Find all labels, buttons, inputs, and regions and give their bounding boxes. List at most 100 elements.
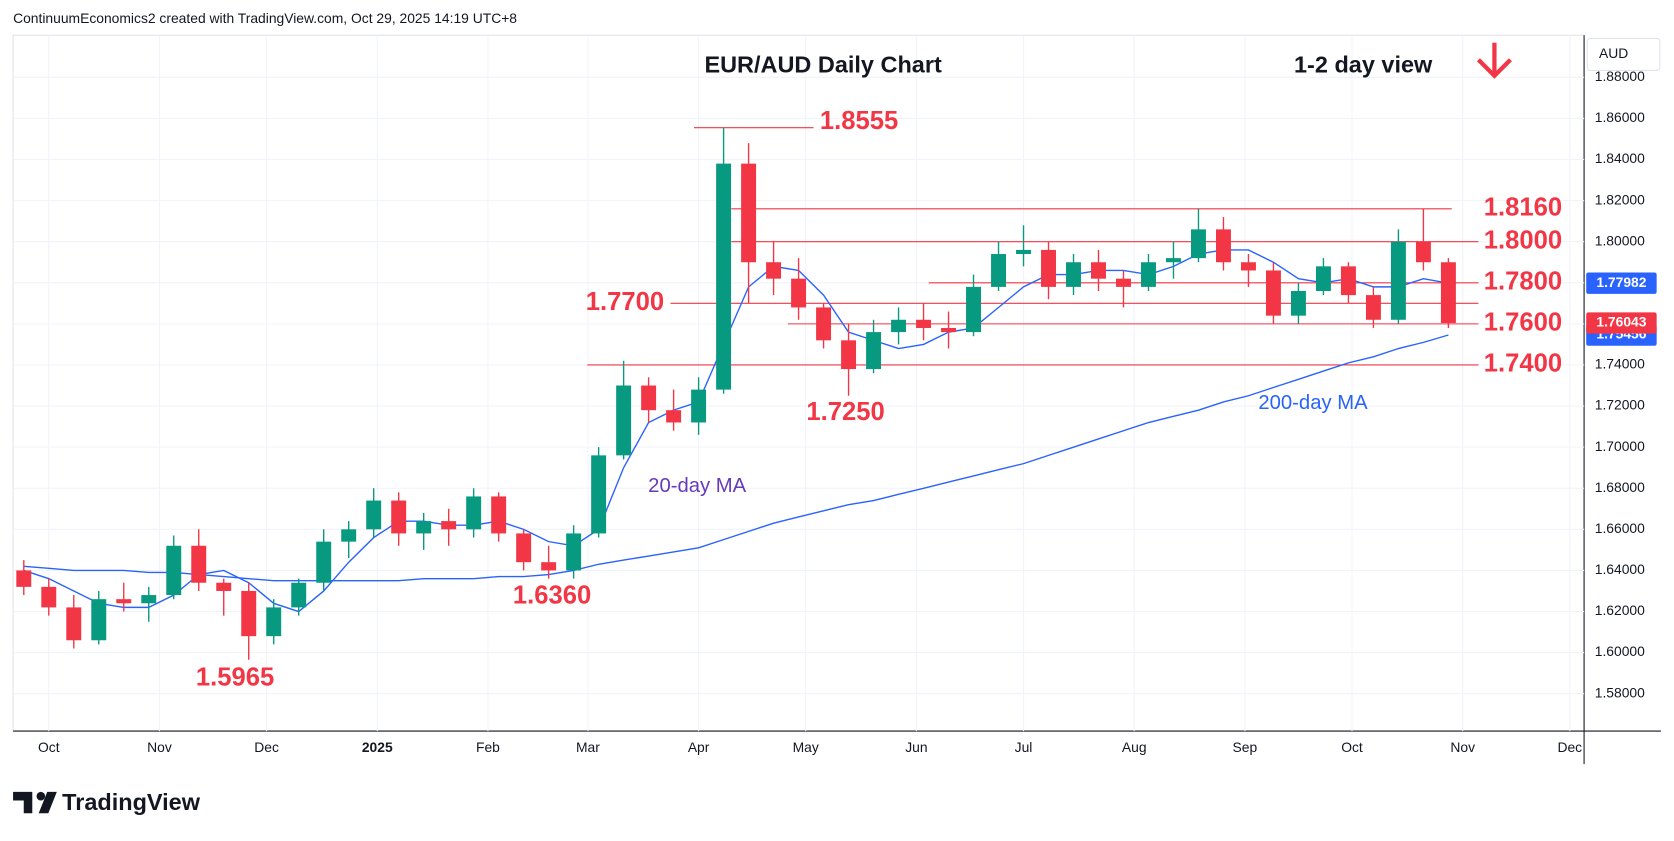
ma-line: [23, 334, 1449, 582]
candle-body: [591, 455, 607, 534]
low-label: 1.7250: [806, 398, 884, 426]
candle-body: [841, 340, 857, 370]
candle-body: [1265, 270, 1281, 316]
candle-body: [916, 319, 932, 328]
level-label: 1.8000: [1484, 226, 1562, 254]
x-tick-label: Nov: [147, 739, 172, 755]
level-label: 1.8555: [820, 107, 898, 135]
x-tick-label: Nov: [1450, 739, 1475, 755]
candle-body: [641, 385, 657, 411]
candle-body: [16, 570, 32, 587]
down-arrow: [1476, 42, 1512, 79]
candle-body: [1166, 258, 1181, 263]
currency: AUD: [1599, 45, 1628, 61]
arrow-head: [1476, 58, 1512, 79]
candle-body: [1290, 291, 1306, 316]
level-label: 1.7600: [1484, 309, 1562, 337]
candle-body: [891, 319, 907, 333]
candle-body: [691, 389, 707, 423]
candle-body: [1340, 266, 1356, 296]
candle-body: [866, 332, 882, 370]
chart-subtitle: 1-2 day view: [1294, 51, 1433, 77]
candle-body: [1016, 249, 1031, 255]
x-tick-label: Dec: [254, 739, 279, 755]
x-tick-label: May: [793, 739, 819, 755]
x-tick-label: Jun: [905, 739, 927, 755]
y-tick-label: 1.64000: [1595, 561, 1645, 577]
candle-body: [466, 496, 482, 530]
candle-body: [741, 163, 757, 263]
price-tag: 1.76043: [1596, 314, 1646, 330]
candle-body: [66, 607, 82, 641]
candle-body: [266, 607, 282, 637]
candle-body: [41, 586, 57, 608]
candle-body: [166, 545, 182, 596]
candle-body: [216, 582, 232, 591]
logo-dot: [36, 791, 46, 801]
x-tick-label: Apr: [688, 739, 710, 755]
ma-label: 20-day MA: [648, 475, 746, 497]
candle-body: [1365, 295, 1381, 320]
level-label: 1.7700: [586, 288, 664, 316]
candle-body: [616, 385, 632, 456]
x-tick-label: Mar: [576, 739, 600, 755]
candle-body: [541, 562, 557, 571]
currency-box: [1586, 37, 1661, 71]
y-tick-label: 1.72000: [1595, 397, 1645, 413]
candle-body: [341, 529, 357, 542]
price-tag-bg: [1586, 312, 1657, 334]
ma-line: [23, 249, 1449, 613]
brand: TradingView: [62, 789, 201, 815]
x-tick-label: 2025: [362, 739, 393, 755]
candle-body: [991, 254, 1006, 287]
candle-body: [716, 163, 732, 390]
candle-body: [116, 599, 132, 604]
y-tick-label: 1.80000: [1595, 232, 1645, 248]
candle-body: [1066, 262, 1081, 287]
ma-label: 200-day MA: [1258, 392, 1368, 414]
y-tick-label: 1.82000: [1595, 191, 1645, 207]
price-tag-bg: [1586, 272, 1657, 294]
y-tick-label: 1.58000: [1595, 684, 1645, 700]
low-label: 1.6360: [513, 581, 591, 609]
grid: [13, 35, 1585, 732]
candle-body: [966, 286, 982, 333]
chart-title: EUR/AUD Daily Chart: [704, 51, 942, 77]
candle-body: [766, 262, 782, 279]
candle-body: [1315, 266, 1331, 292]
y-tick-label: 1.66000: [1595, 520, 1645, 536]
level-label: 1.8160: [1484, 194, 1562, 222]
candle-body: [1191, 229, 1206, 259]
y-tick-label: 1.68000: [1595, 479, 1645, 495]
tradingview-logo: TradingView: [13, 789, 201, 815]
x-tick-label: Aug: [1122, 739, 1147, 755]
candle-body: [91, 599, 107, 641]
level-label: 1.7400: [1484, 350, 1562, 378]
candle-body: [491, 496, 507, 534]
x-tick-label: Jul: [1015, 739, 1033, 755]
candle-body: [1091, 262, 1106, 279]
y-tick-label: 1.70000: [1595, 438, 1645, 454]
y-tick-label: 1.74000: [1595, 356, 1645, 372]
candle-body: [1240, 262, 1256, 271]
candle-body: [241, 590, 257, 637]
candle-body: [1141, 262, 1156, 287]
x-tick-label: Feb: [476, 739, 500, 755]
candle-body: [1041, 249, 1056, 287]
candle-body: [316, 541, 332, 583]
candle-body: [391, 500, 407, 534]
candle-body: [1440, 262, 1456, 323]
x-tick-label: Oct: [1341, 739, 1363, 755]
candle-body: [816, 307, 832, 341]
candle-body: [516, 533, 532, 563]
candle-body: [1116, 278, 1131, 287]
x-tick-label: Dec: [1557, 739, 1582, 755]
y-tick-label: 1.86000: [1595, 109, 1645, 125]
candle-body: [566, 533, 582, 571]
y-tick-label: 1.88000: [1595, 68, 1645, 84]
y-tick-label: 1.60000: [1595, 643, 1645, 659]
candle-body: [1390, 241, 1406, 320]
level-label: 1.7800: [1484, 268, 1562, 296]
